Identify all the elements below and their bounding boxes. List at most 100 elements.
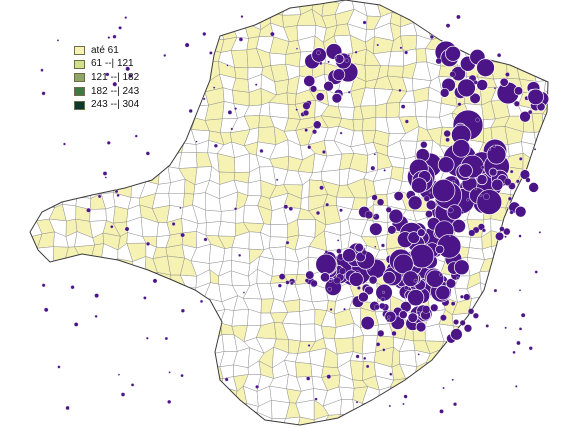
municipality xyxy=(400,0,420,16)
municipality xyxy=(141,102,156,116)
symbol-circle xyxy=(202,97,206,101)
municipality xyxy=(9,257,27,275)
municipality xyxy=(30,413,40,425)
municipality xyxy=(74,128,93,146)
municipality xyxy=(182,362,197,379)
symbol-circle xyxy=(381,243,385,248)
municipality xyxy=(545,309,548,326)
municipality xyxy=(9,364,23,376)
municipality xyxy=(139,309,157,329)
municipality xyxy=(91,139,107,159)
symbol-circle xyxy=(259,149,264,153)
symbol-circle xyxy=(163,54,167,57)
symbol-circle xyxy=(483,193,490,201)
municipality xyxy=(546,363,548,378)
municipality xyxy=(519,243,536,261)
municipality xyxy=(453,11,471,25)
municipality xyxy=(530,190,548,206)
municipality xyxy=(230,14,248,24)
municipality xyxy=(30,273,42,287)
symbol-circle xyxy=(407,312,419,323)
municipality xyxy=(543,164,548,185)
municipality xyxy=(0,181,14,196)
symbol-circle xyxy=(450,328,463,341)
symbol-circle xyxy=(486,144,507,165)
symbol-circle xyxy=(400,104,406,109)
municipality xyxy=(54,130,66,145)
municipality xyxy=(543,336,548,350)
municipality xyxy=(64,258,82,275)
symbol-circle xyxy=(421,305,431,314)
symbol-circle xyxy=(348,271,364,287)
municipality xyxy=(35,323,55,340)
municipality xyxy=(530,309,548,327)
municipality xyxy=(183,349,197,364)
symbol-circle xyxy=(110,225,114,229)
municipality xyxy=(49,87,68,107)
municipality xyxy=(530,296,548,315)
municipality xyxy=(520,2,537,17)
municipality xyxy=(490,362,506,379)
symbol-circle xyxy=(457,78,476,98)
municipality xyxy=(10,168,29,182)
municipality xyxy=(129,404,147,421)
municipality xyxy=(476,11,494,23)
municipality xyxy=(182,373,198,390)
municipality xyxy=(184,49,199,68)
municipality xyxy=(9,115,27,134)
legend-item: 121 --| 182 xyxy=(74,71,139,85)
municipality xyxy=(38,363,53,380)
symbol-circle xyxy=(290,281,294,286)
municipality xyxy=(390,386,406,402)
municipality xyxy=(49,313,66,328)
symbol-circle xyxy=(102,171,108,176)
municipality xyxy=(30,132,43,147)
municipality xyxy=(458,386,471,402)
symbol-circle xyxy=(460,210,464,215)
map-legend: até 61 61 --| 121 121 --| 182 182 --| 24… xyxy=(74,44,139,112)
municipality xyxy=(35,88,54,106)
municipality xyxy=(52,15,69,27)
municipality xyxy=(442,13,460,27)
municipality xyxy=(35,143,56,157)
symbol-circle xyxy=(314,397,318,401)
symbol-circle xyxy=(112,34,117,39)
municipality xyxy=(506,334,525,352)
municipality xyxy=(171,21,186,42)
municipality xyxy=(131,0,145,14)
municipality xyxy=(0,142,15,158)
municipality xyxy=(89,208,107,222)
municipality xyxy=(41,48,55,64)
symbol-circle xyxy=(179,206,182,209)
symbol-circle xyxy=(226,64,229,67)
municipality xyxy=(51,74,67,90)
symbol-circle xyxy=(315,210,321,216)
municipality xyxy=(13,139,30,159)
symbol-circle xyxy=(428,191,431,194)
municipality xyxy=(48,284,69,298)
symbol-circle xyxy=(316,50,321,56)
municipality xyxy=(217,221,236,237)
municipality xyxy=(424,385,444,406)
municipality xyxy=(91,157,107,173)
symbol-circle xyxy=(63,142,66,146)
municipality xyxy=(52,24,68,44)
municipality xyxy=(142,404,158,421)
symbol-circle xyxy=(411,177,428,194)
municipality xyxy=(427,411,446,425)
municipality xyxy=(195,402,207,417)
symbol-circle xyxy=(230,127,234,131)
municipality xyxy=(158,0,171,17)
municipality xyxy=(103,158,119,173)
symbol-circle xyxy=(304,278,310,283)
municipality xyxy=(30,363,41,376)
municipality xyxy=(165,49,186,67)
municipality xyxy=(533,230,548,249)
municipality xyxy=(377,412,395,425)
symbol-circle xyxy=(449,71,456,78)
symbol-circle xyxy=(255,83,258,86)
legend-item: 182 --| 243 xyxy=(74,85,139,99)
symbol-circle xyxy=(383,169,386,172)
municipality xyxy=(502,297,522,313)
municipality xyxy=(139,0,160,12)
